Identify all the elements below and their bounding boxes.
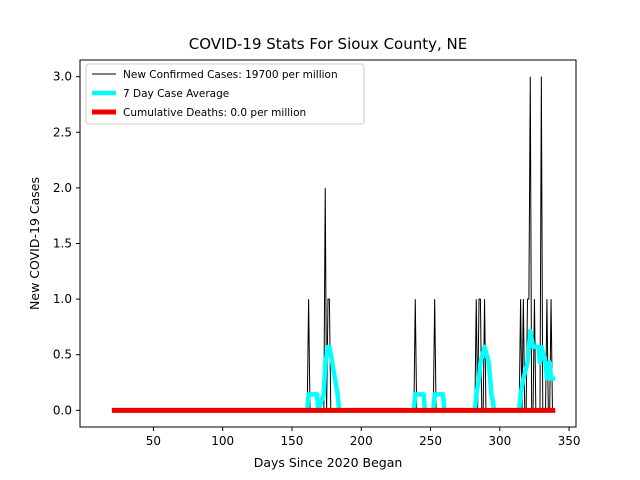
x-tick-label: 150 xyxy=(281,434,304,448)
ticks-layer: 50 100 150 200 250 300 350 0.0 0.5 1.0 1.5 2.0 2.5 3.… xyxy=(53,70,581,448)
y-tick-label: 2.0 xyxy=(53,181,72,195)
x-tick-label: 200 xyxy=(350,434,373,448)
y-tick-label: 1.5 xyxy=(53,237,72,251)
y-tick-label: 0.5 xyxy=(53,348,72,362)
y-tick-label: 0.0 xyxy=(53,403,72,417)
chart-title: COVID-19 Stats For Sioux County, NE xyxy=(189,35,467,53)
legend-label-deaths: Cumulative Deaths: 0.0 per million xyxy=(123,107,306,119)
y-axis-label: New COVID-19 Cases xyxy=(27,177,42,310)
series-layer xyxy=(111,76,556,413)
x-axis-label: Days Since 2020 Began xyxy=(254,455,403,470)
series-line-7-day-average xyxy=(111,328,556,413)
x-tick-label: 300 xyxy=(488,434,511,448)
legend-box xyxy=(85,63,365,125)
y-tick-label: 2.5 xyxy=(53,125,72,139)
x-tick-label: 50 xyxy=(146,434,161,448)
legend-label-cases: New Confirmed Cases: 19700 per million xyxy=(123,69,338,81)
legend: New Confirmed Cases: 19700 per million 7… xyxy=(85,63,365,125)
x-tick-label: 250 xyxy=(419,434,442,448)
y-tick-label: 1.0 xyxy=(53,292,72,306)
y-tick-label: 3.0 xyxy=(53,70,72,84)
legend-label-average: 7 Day Case Average xyxy=(123,88,229,100)
x-tick-label: 100 xyxy=(211,434,234,448)
x-tick-label: 350 xyxy=(558,434,581,448)
